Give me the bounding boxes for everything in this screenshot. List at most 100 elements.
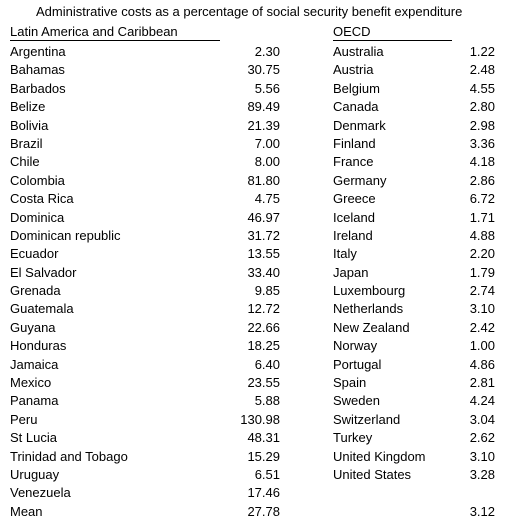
- oecd-country-name: New Zealand: [333, 319, 410, 335]
- latin-america-country-name: Trinidad and Tobago: [10, 448, 128, 464]
- oecd-mean-row: 3.12: [333, 503, 495, 521]
- oecd-cost-value: 1.22: [469, 44, 495, 59]
- oecd-cost-value: 1.00: [469, 338, 495, 354]
- oecd-cost-value: 4.18: [469, 154, 495, 170]
- oecd-cost-value: 4.86: [469, 356, 495, 372]
- oecd-country-name: Sweden: [333, 393, 380, 409]
- oecd-country-name: Ireland: [333, 227, 373, 243]
- oecd-row: Ireland 4.88: [333, 227, 495, 245]
- latin-america-country-name: Uruguay: [10, 466, 60, 482]
- oecd-row: Italy 2.20: [333, 245, 495, 263]
- oecd-country-name: Germany: [333, 172, 387, 188]
- oecd-country-name: Denmark: [333, 117, 386, 133]
- latin-america-cost-value: 15.29: [247, 448, 280, 464]
- latin-america-country-name: Panama: [10, 393, 59, 409]
- oecd-cost-value: 2.98: [469, 117, 495, 133]
- latin-america-row: Trinidad and Tobago 15.29: [10, 448, 280, 466]
- latin-america-mean-value: 27.78: [247, 503, 280, 519]
- oecd-cost-value: 2.42: [469, 319, 495, 335]
- oecd-cost-value: 2.81: [469, 375, 495, 391]
- oecd-country-name: Switzerland: [333, 411, 401, 427]
- oecd-country-name: Japan: [333, 264, 369, 280]
- oecd-row: France 4.18: [333, 153, 495, 171]
- latin-america-row: Guatemala 12.72: [10, 300, 280, 318]
- latin-america-cost-value: 6.40: [254, 356, 280, 372]
- oecd-cost-value: 4.24: [469, 393, 495, 409]
- latin-america-country-name: Jamaica: [10, 356, 59, 372]
- oecd-row: United Kingdom 3.10: [333, 448, 495, 466]
- latin-america-cost-value: 81.80: [247, 172, 280, 188]
- latin-america-row: Guyana 22.66: [10, 319, 280, 337]
- latin-america-cost-value: 30.75: [247, 62, 280, 78]
- latin-america-cost-value: 17.46: [247, 485, 280, 501]
- latin-america-row: St Lucia 48.31: [10, 429, 280, 447]
- oecd-cost-value: 6.72: [469, 191, 495, 207]
- oecd-cost-value: 3.10: [469, 448, 495, 464]
- oecd-row: Japan 1.79: [333, 264, 495, 282]
- oecd-country-name: Austria: [333, 62, 374, 78]
- oecd-row: Greece 6.72: [333, 190, 495, 208]
- latin-america-row: Belize 89.49: [10, 98, 280, 116]
- oecd-country-name: Luxembourg: [333, 283, 406, 299]
- oecd-cost-value: 3.36: [469, 135, 495, 151]
- latin-america-row: Costa Rica 4.75: [10, 190, 280, 208]
- latin-america-country-name: Honduras: [10, 338, 67, 354]
- oecd-row: New Zealand 2.42: [333, 319, 495, 337]
- latin-america-cost-value: 46.97: [247, 209, 280, 225]
- oecd-cost-value: 4.88: [469, 227, 495, 243]
- oecd-row: Austria 2.48: [333, 61, 495, 79]
- latin-america-row: Mexico 23.55: [10, 374, 280, 392]
- latin-america-cost-value: 2.30: [254, 44, 280, 59]
- latin-america-row: Brazil 7.00: [10, 135, 280, 153]
- latin-america-country-name: Chile: [10, 154, 40, 170]
- oecd-country-name: Greece: [333, 191, 376, 207]
- oecd-country-name: Norway: [333, 338, 378, 354]
- oecd-country-name: United States: [333, 466, 412, 482]
- latin-america-column: Latin America and Caribbean Argentina 2.3…: [10, 23, 280, 521]
- latin-america-country-name: Dominica: [10, 209, 65, 225]
- latin-america-country-name: Ecuador: [10, 246, 59, 262]
- latin-america-cost-value: 22.66: [247, 319, 280, 335]
- latin-america-cost-value: 48.31: [247, 430, 280, 446]
- oecd-row: United States 3.28: [333, 466, 495, 484]
- oecd-cost-value: 3.04: [469, 411, 495, 427]
- latin-america-country-name: Venezuela: [10, 485, 71, 501]
- latin-america-cost-value: 13.55: [247, 246, 280, 262]
- latin-america-country-name: St Lucia: [10, 430, 57, 446]
- latin-america-row: Uruguay 6.51: [10, 466, 280, 484]
- latin-america-country-name: Bahamas: [10, 62, 65, 78]
- latin-america-row: Barbados 5.56: [10, 80, 280, 98]
- latin-america-cost-value: 8.00: [254, 154, 280, 170]
- oecd-row: Netherlands 3.10: [333, 300, 495, 318]
- oecd-row: Germany 2.86: [333, 172, 495, 190]
- oecd-header: OECD: [333, 24, 452, 41]
- oecd-country-name: Turkey: [333, 430, 373, 446]
- latin-america-country-name: Barbados: [10, 80, 66, 96]
- latin-america-cost-value: 23.55: [247, 375, 280, 391]
- oecd-country-name: Portugal: [333, 356, 382, 372]
- oecd-country-name: Canada: [333, 99, 379, 115]
- oecd-country-name: France: [333, 154, 374, 170]
- latin-america-cost-value: 130.98: [240, 411, 280, 427]
- latin-america-row: Argentina 2.30: [10, 43, 280, 61]
- latin-america-country-name: Costa Rica: [10, 191, 74, 207]
- latin-america-row: Panama 5.88: [10, 392, 280, 410]
- latin-america-rows: Argentina 2.30 Bahamas 30.75 Barbados 5.56 Bel…: [10, 43, 280, 521]
- latin-america-mean-row: Mean 27.78: [10, 503, 280, 521]
- latin-america-country-name: El Salvador: [10, 264, 77, 280]
- latin-america-country-name: Guatemala: [10, 301, 74, 317]
- latin-america-country-name: Guyana: [10, 319, 56, 335]
- oecd-country-name: Iceland: [333, 209, 375, 225]
- latin-america-row: Grenada 9.85: [10, 282, 280, 300]
- oecd-cost-value: 4.55: [469, 80, 495, 96]
- oecd-row: Turkey 2.62: [333, 429, 495, 447]
- latin-america-cost-value: 33.40: [247, 264, 280, 280]
- latin-america-row: Bolivia 21.39: [10, 117, 280, 135]
- oecd-country-name: United Kingdom: [333, 448, 426, 464]
- latin-america-row: Chile 8.00: [10, 153, 280, 171]
- latin-america-row: Dominica 46.97: [10, 209, 280, 227]
- oecd-country-name: Netherlands: [333, 301, 404, 317]
- oecd-row: Canada 2.80: [333, 98, 495, 116]
- oecd-cost-value: 2.86: [469, 172, 495, 188]
- latin-america-country-name: Colombia: [10, 172, 65, 188]
